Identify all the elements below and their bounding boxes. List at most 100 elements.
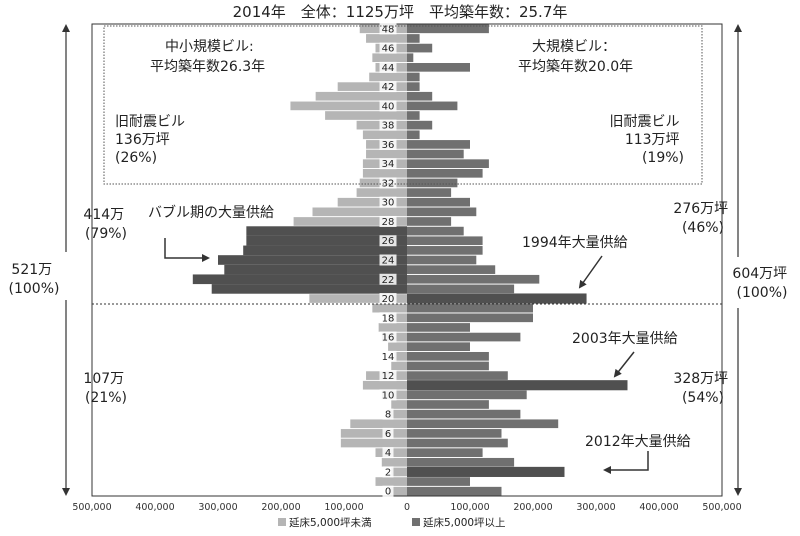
legend-swatch-small <box>278 518 286 526</box>
supply-1994-arrow <box>578 255 603 289</box>
age-label-bg <box>379 61 397 73</box>
bar-small-age-18 <box>388 313 407 323</box>
right-grand-total: 604万坪 (100%) <box>732 266 791 301</box>
age-label-bg <box>379 119 397 131</box>
plot-frame <box>91 23 723 497</box>
age-tick-label: 38 <box>382 121 395 132</box>
bar-large-age-4 <box>407 448 483 457</box>
age-label-bg <box>379 42 397 54</box>
x-tick-label: 300,000 <box>576 502 615 513</box>
bar-large-age-14 <box>407 351 489 361</box>
bar-large-age-45 <box>407 53 414 63</box>
age-tick-label: 40 <box>382 101 395 112</box>
x-tick-label: 200,000 <box>513 502 552 513</box>
left-lower-total: 107万 (21%) <box>83 371 128 406</box>
bar-large-age-34 <box>407 159 489 169</box>
bar-large-age-23 <box>407 265 496 274</box>
bar-small-age-42 <box>337 82 407 91</box>
age-tick-label: 0 <box>385 487 391 498</box>
bar-large-age-5 <box>407 438 508 448</box>
bar-small-age-35 <box>366 149 407 159</box>
bar-small-age-22 <box>192 274 407 285</box>
bar-small-age-8 <box>388 409 407 419</box>
right-lower-total: 328万坪 (54%) <box>673 371 732 406</box>
bar-large-age-35 <box>407 149 464 159</box>
bar-large-age-28 <box>407 217 452 226</box>
age-tick-label: 14 <box>382 352 395 363</box>
age-tick-label: 32 <box>382 178 395 189</box>
age-label-bg <box>382 485 394 497</box>
bars-group <box>192 24 628 496</box>
bar-small-age-6 <box>340 429 407 438</box>
supply-2003-note: 2003年大量供給 <box>572 331 678 347</box>
bar-small-age-15 <box>388 342 407 352</box>
bar-small-age-45 <box>372 53 407 63</box>
bar-large-age-47 <box>407 34 420 43</box>
bar-large-age-29 <box>407 207 477 217</box>
age-tick-label: 10 <box>382 390 395 401</box>
large-bldg-note: 大規模ビル： 平均築年数20.0年 <box>518 39 633 75</box>
bar-large-age-27 <box>407 226 464 236</box>
bar-large-age-8 <box>407 409 521 419</box>
age-tick-label: 24 <box>382 256 395 267</box>
bubble-supply-note: バブル期の大量供給 <box>148 204 274 221</box>
bar-large-age-2 <box>407 466 565 477</box>
bar-large-age-46 <box>407 43 433 53</box>
supply-2012-arrow <box>603 451 649 474</box>
bar-large-age-37 <box>407 130 420 140</box>
age-label-bg <box>382 408 394 420</box>
bar-small-age-11 <box>362 380 407 390</box>
bar-large-age-33 <box>407 168 483 178</box>
left-upper-total: 414万 (79%) <box>83 207 128 242</box>
age-label-bg <box>379 370 397 382</box>
bar-small-age-3 <box>381 457 407 467</box>
bar-large-age-39 <box>407 111 420 120</box>
age-label-bg <box>379 331 397 343</box>
chart-title: 2014年 全体：1125万坪 平均築年数：25.7年 <box>233 3 568 21</box>
bar-small-age-47 <box>366 34 407 43</box>
age-label-bg <box>379 23 397 35</box>
bar-small-age-39 <box>325 111 407 120</box>
bar-small-age-28 <box>293 217 407 226</box>
bar-large-age-17 <box>407 323 470 332</box>
bar-large-age-16 <box>407 332 521 342</box>
age-tick-label: 34 <box>382 159 395 170</box>
bar-large-age-6 <box>407 429 502 438</box>
age-label-bg <box>382 447 394 459</box>
age-tick-label: 16 <box>382 333 395 344</box>
bar-large-age-9 <box>407 400 489 409</box>
age-label-bg <box>382 466 394 478</box>
bar-large-age-1 <box>407 477 470 486</box>
x-tick-label: 500,000 <box>702 502 741 513</box>
bar-large-age-12 <box>407 371 508 380</box>
bar-small-age-43 <box>369 72 407 82</box>
age-tick-label: 8 <box>385 410 391 421</box>
age-label-bg <box>379 100 397 112</box>
bar-small-age-23 <box>224 264 407 275</box>
supply-2003-arrow <box>613 351 635 378</box>
bar-large-age-25 <box>407 246 483 255</box>
bar-large-age-18 <box>407 313 533 323</box>
age-label-bg <box>379 177 397 189</box>
bar-large-age-7 <box>407 419 559 429</box>
age-tick-label: 22 <box>382 275 395 286</box>
bar-large-age-0 <box>407 486 502 496</box>
age-label-bg <box>379 389 397 401</box>
bar-large-age-20 <box>407 293 587 304</box>
age-tick-label: 6 <box>385 429 391 440</box>
bar-small-age-40 <box>290 101 407 111</box>
bar-large-age-10 <box>407 390 527 400</box>
x-tick-label: 100,000 <box>450 502 489 513</box>
bar-small-age-21 <box>211 284 407 294</box>
bar-large-age-48 <box>407 24 489 34</box>
bar-large-age-3 <box>407 457 515 467</box>
age-label-bg <box>379 81 397 93</box>
bar-large-age-31 <box>407 188 452 197</box>
bar-small-age-2 <box>391 467 407 477</box>
age-tick-label: 28 <box>382 217 395 228</box>
age-label-bg <box>382 427 394 439</box>
age-label-bg <box>379 254 397 266</box>
bar-large-age-41 <box>407 91 433 101</box>
bar-small-age-9 <box>391 400 407 409</box>
bar-large-age-43 <box>407 72 420 82</box>
